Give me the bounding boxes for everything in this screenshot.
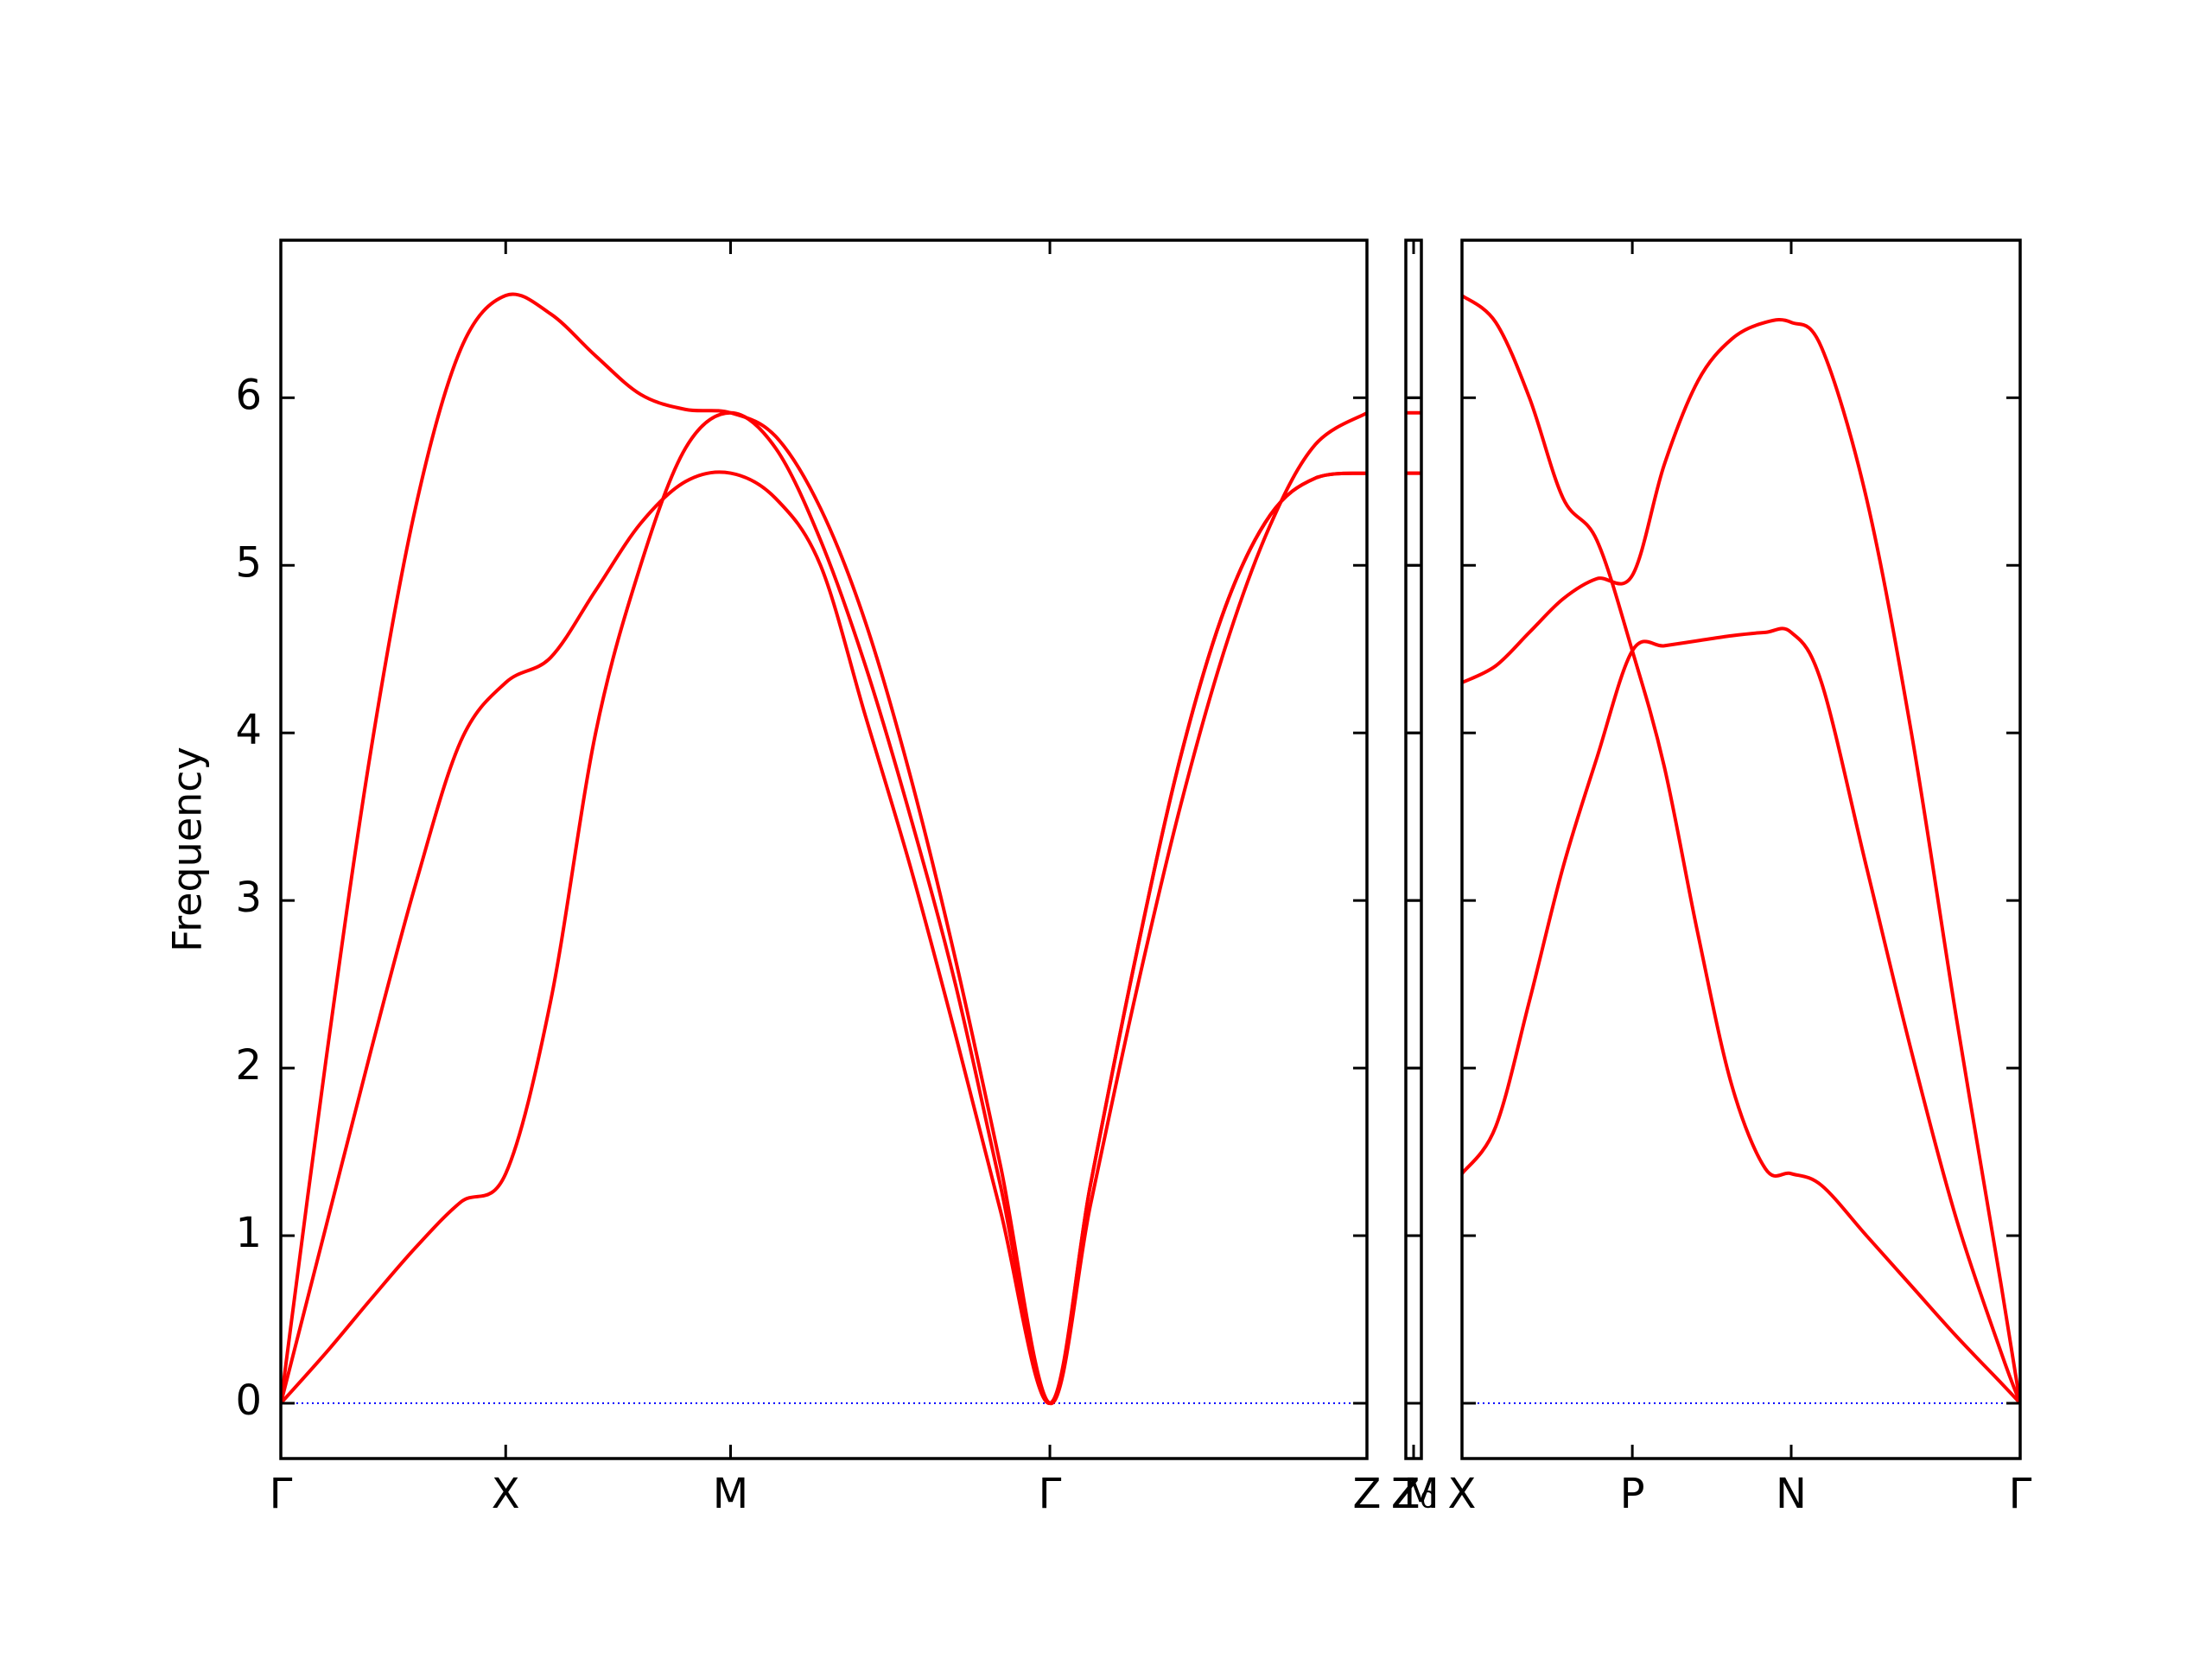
plot-area xyxy=(281,292,1367,1406)
y-tick-label: 3 xyxy=(235,874,262,922)
x-tick-label: P xyxy=(1620,1470,1645,1518)
y-tick-label: 5 xyxy=(235,538,262,587)
x-tick-label: M xyxy=(1403,1470,1439,1518)
band-line xyxy=(1462,626,2020,1404)
x-tick-label: Z xyxy=(1392,1470,1421,1518)
y-tick-label: 6 xyxy=(235,371,262,419)
y-tick-label: 2 xyxy=(235,1041,262,1090)
axes-frame xyxy=(279,238,1369,1460)
y-axis-label: Frequency xyxy=(164,747,211,952)
axes-frame xyxy=(1460,238,2022,1460)
x-tick-label: Γ xyxy=(1039,1470,1062,1518)
band-line xyxy=(281,292,1367,1406)
x-tick-label: X xyxy=(492,1470,520,1518)
x-tick-label: N xyxy=(1776,1470,1807,1518)
y-tick-label: 4 xyxy=(235,706,262,754)
band-line xyxy=(281,410,1367,1405)
x-tick-label: Z₀ xyxy=(1391,1470,1436,1518)
y-tick-label: 0 xyxy=(235,1376,262,1425)
x-tick-label: Γ xyxy=(2009,1470,2032,1518)
axes-frame xyxy=(1404,238,1423,1460)
band-line xyxy=(1462,318,2020,1404)
band-line xyxy=(1462,294,2020,1405)
x-tick-label: X xyxy=(1448,1470,1477,1518)
y-tick-label: 1 xyxy=(235,1209,262,1257)
x-tick-label: Γ xyxy=(270,1470,293,1518)
x-tick-label: M xyxy=(713,1470,748,1518)
plot-area xyxy=(1462,294,2020,1405)
x-tick-label: Z xyxy=(1353,1470,1382,1518)
